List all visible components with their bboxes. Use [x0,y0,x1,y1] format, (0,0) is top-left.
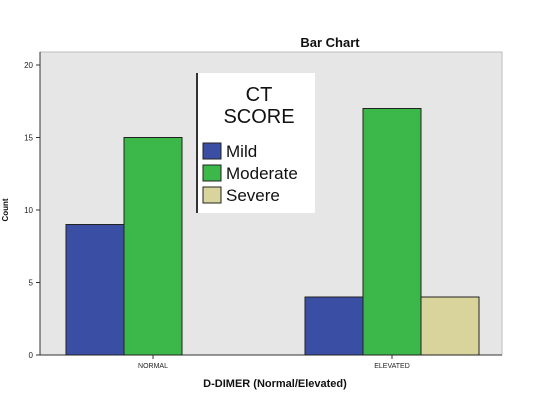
legend-swatch-mild [202,142,222,160]
bars [65,108,480,356]
bar-moderate-elevated [362,108,422,356]
bar-severe-elevated [420,296,480,356]
y-tick-label: 20 [24,61,33,70]
bar-mild-normal [65,224,125,356]
bar-mild-elevated [304,296,364,356]
legend-title-line: CT [246,84,273,106]
y-tick-label: 0 [29,351,34,360]
y-tick-label: 15 [24,134,33,143]
x-tick-label: NORMAL [138,363,168,370]
legend-swatch-moderate [202,164,222,182]
y-tick-label: 10 [24,206,33,215]
legend-title-line: SCORE [223,106,294,128]
legend-label-moderate: Moderate [226,164,298,183]
x-tick-label: ELEVATED [374,363,410,370]
chart-title: Bar Chart [300,35,360,50]
legend-label-mild: Mild [226,142,257,161]
bar-moderate-normal [123,137,183,356]
legend-label-severe: Severe [226,186,280,205]
category-labels: NORMAL ELEVATED [138,355,410,370]
y-tick-label: 5 [29,279,34,288]
x-axis-label: D-DIMER (Normal/Elevated) [203,378,347,390]
legend-swatch-severe [202,186,222,204]
y-axis-label: Count [1,198,10,221]
